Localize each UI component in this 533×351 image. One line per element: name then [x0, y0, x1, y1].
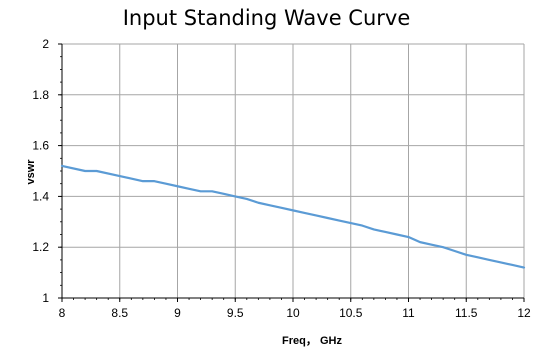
- y-tick-label: 1.2: [32, 240, 49, 254]
- x-tick-label: 8: [59, 306, 66, 320]
- y-tick-label: 2: [42, 37, 49, 51]
- x-tick-label: 9: [174, 306, 181, 320]
- series-line: [60, 164, 526, 269]
- tick-labels: 8 8.5 9 9.5 10 10.5 11 11.5 12 1 1.2 1.4 1.6 1.8 2: [32, 37, 531, 320]
- x-tick-label: 12: [517, 306, 531, 320]
- data-series: [60, 164, 526, 269]
- axes: [58, 43, 525, 302]
- y-tick-label: 1.4: [32, 189, 49, 203]
- y-tick-label: 1: [42, 291, 49, 305]
- y-tick-label: 1.8: [32, 88, 49, 102]
- chart-title: Input Standing Wave Curve: [122, 6, 411, 30]
- y-tick-label: 1.6: [32, 139, 49, 153]
- x-tick-label: 11.5: [455, 306, 478, 320]
- x-tick-label: 9.5: [227, 306, 244, 320]
- x-axis-label: Freq， GHz: [282, 335, 342, 347]
- x-tick-label: 10.5: [339, 306, 363, 320]
- x-tick-label: 11: [402, 306, 415, 320]
- y-axis-label: vswr: [25, 159, 37, 185]
- x-tick-label: 8.5: [111, 306, 128, 320]
- x-tick-label: 10: [286, 306, 300, 320]
- grid-lines: [61, 43, 525, 299]
